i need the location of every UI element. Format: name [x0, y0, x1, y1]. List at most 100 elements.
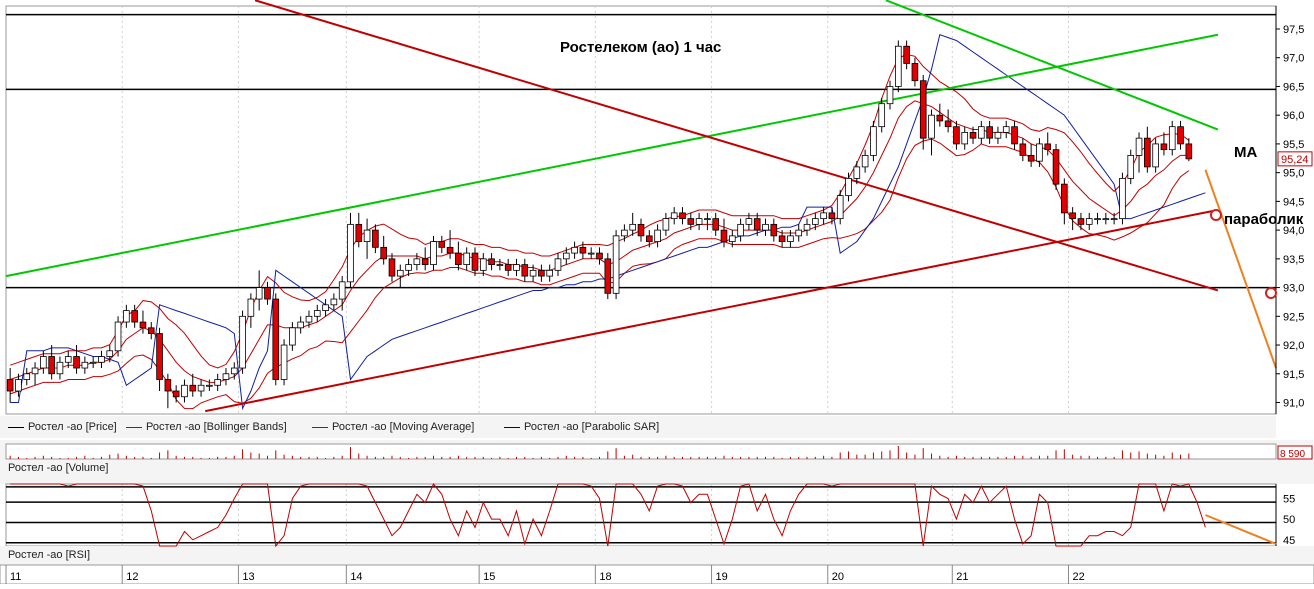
candle-body — [836, 195, 844, 220]
trendline — [885, 0, 1219, 131]
price-tick-label: 94,5 — [1283, 196, 1304, 208]
candle-body — [745, 218, 753, 225]
price-tick-label: 97,5 — [1283, 24, 1304, 36]
candle-body — [372, 229, 379, 248]
price-tick-label: 91,0 — [1283, 398, 1304, 410]
candle-body — [1044, 143, 1052, 151]
candle-body — [753, 218, 761, 231]
candle-body — [247, 298, 255, 317]
price-tick-label: 91,5 — [1283, 369, 1304, 381]
candle-body — [720, 229, 728, 243]
candle-body — [612, 235, 620, 294]
rsi-tick-label: 55 — [1283, 493, 1295, 505]
candle-body — [803, 223, 811, 231]
candle-body — [820, 212, 827, 220]
candle-body — [795, 229, 803, 237]
candle-body — [903, 45, 910, 64]
candle-body — [147, 327, 155, 334]
candle-body — [197, 384, 205, 392]
candle-body — [928, 114, 935, 139]
candle-body — [787, 235, 794, 243]
candle-body — [762, 223, 769, 231]
candle-body — [40, 356, 47, 369]
candle-body — [737, 223, 744, 237]
candle-body — [405, 264, 412, 271]
candle-body — [504, 264, 512, 271]
candle-body — [687, 218, 695, 225]
candle-body — [513, 264, 520, 271]
time-axis — [0, 564, 1314, 585]
candle-body — [1127, 155, 1135, 179]
time-tick-label: 11 — [10, 571, 21, 583]
candle-body — [98, 356, 105, 363]
volume-last-box — [1277, 445, 1313, 460]
time-tick-label: 21 — [956, 571, 968, 583]
time-tick-label: 18 — [599, 571, 611, 583]
candle-body — [396, 269, 404, 277]
candle-body — [629, 223, 637, 231]
rsi-tick-label: 50 — [1283, 514, 1295, 526]
candle-body — [1052, 149, 1060, 185]
candle-body — [670, 212, 678, 220]
rsi-forecast-arrow — [1205, 514, 1277, 545]
legend-item-bollinger: Ростел -ао [Bollinger Bands] — [126, 421, 287, 433]
candle-body — [363, 229, 371, 243]
price-panel-frame — [5, 5, 1277, 415]
candle-body — [654, 229, 661, 243]
candle-body — [1144, 137, 1151, 168]
candle-body — [488, 258, 495, 265]
candle-body — [1177, 126, 1184, 145]
candle-body — [596, 252, 603, 260]
candle-body — [936, 114, 944, 122]
candle-body — [1110, 218, 1118, 221]
candle-body — [114, 321, 122, 352]
candle-body — [704, 218, 711, 221]
candle-body — [845, 177, 852, 197]
candle-body — [911, 63, 919, 82]
candle-body — [1119, 177, 1126, 220]
candle-body — [662, 218, 670, 231]
candle-body — [1160, 143, 1168, 151]
time-tick-label: 14 — [350, 571, 362, 583]
volume-panel-frame — [5, 443, 1277, 460]
target-marker — [1265, 287, 1277, 299]
candle-body — [15, 379, 22, 392]
rsi-label-band — [0, 546, 1314, 565]
rsi-tick-label: 45 — [1283, 535, 1295, 547]
candle-body — [123, 310, 130, 323]
candle-body — [529, 269, 537, 277]
candle-body — [73, 356, 80, 369]
candle-body — [305, 315, 313, 323]
last-price-box — [1277, 151, 1313, 167]
parabolic-marker — [1210, 209, 1222, 221]
candle-body — [712, 218, 720, 231]
price-tick-label: 97,0 — [1283, 53, 1304, 65]
price-forecast-arrow — [1204, 169, 1277, 369]
candle-body — [1061, 183, 1068, 214]
candle-body — [413, 258, 421, 265]
rsi-line — [10, 483, 1206, 548]
candle-body — [438, 241, 446, 248]
price-tick-label: 95,5 — [1283, 139, 1304, 151]
candle-body — [289, 327, 296, 346]
candle-body — [1085, 218, 1093, 225]
candle-body — [106, 350, 114, 357]
price-tick-label: 93,0 — [1283, 283, 1304, 295]
candle-body — [546, 269, 553, 277]
candle-body — [230, 367, 238, 375]
candle-body — [604, 258, 612, 294]
last-price-label: 95,24 — [1281, 154, 1309, 166]
candle-body — [853, 166, 861, 179]
candle-body — [264, 287, 271, 300]
candle-body — [919, 80, 927, 139]
candle-body — [430, 241, 437, 265]
ma-annotation: MA — [1234, 144, 1257, 161]
volume-panel-label: Ростел -ао [Volume] — [8, 462, 109, 474]
candle-body — [1185, 143, 1193, 160]
bollinger-lower-line — [10, 138, 1190, 410]
legend-item-price: Ростел -ао [Price] — [8, 421, 117, 433]
volume-last-label: 8 590 — [1280, 449, 1305, 460]
candle-body — [347, 223, 354, 283]
